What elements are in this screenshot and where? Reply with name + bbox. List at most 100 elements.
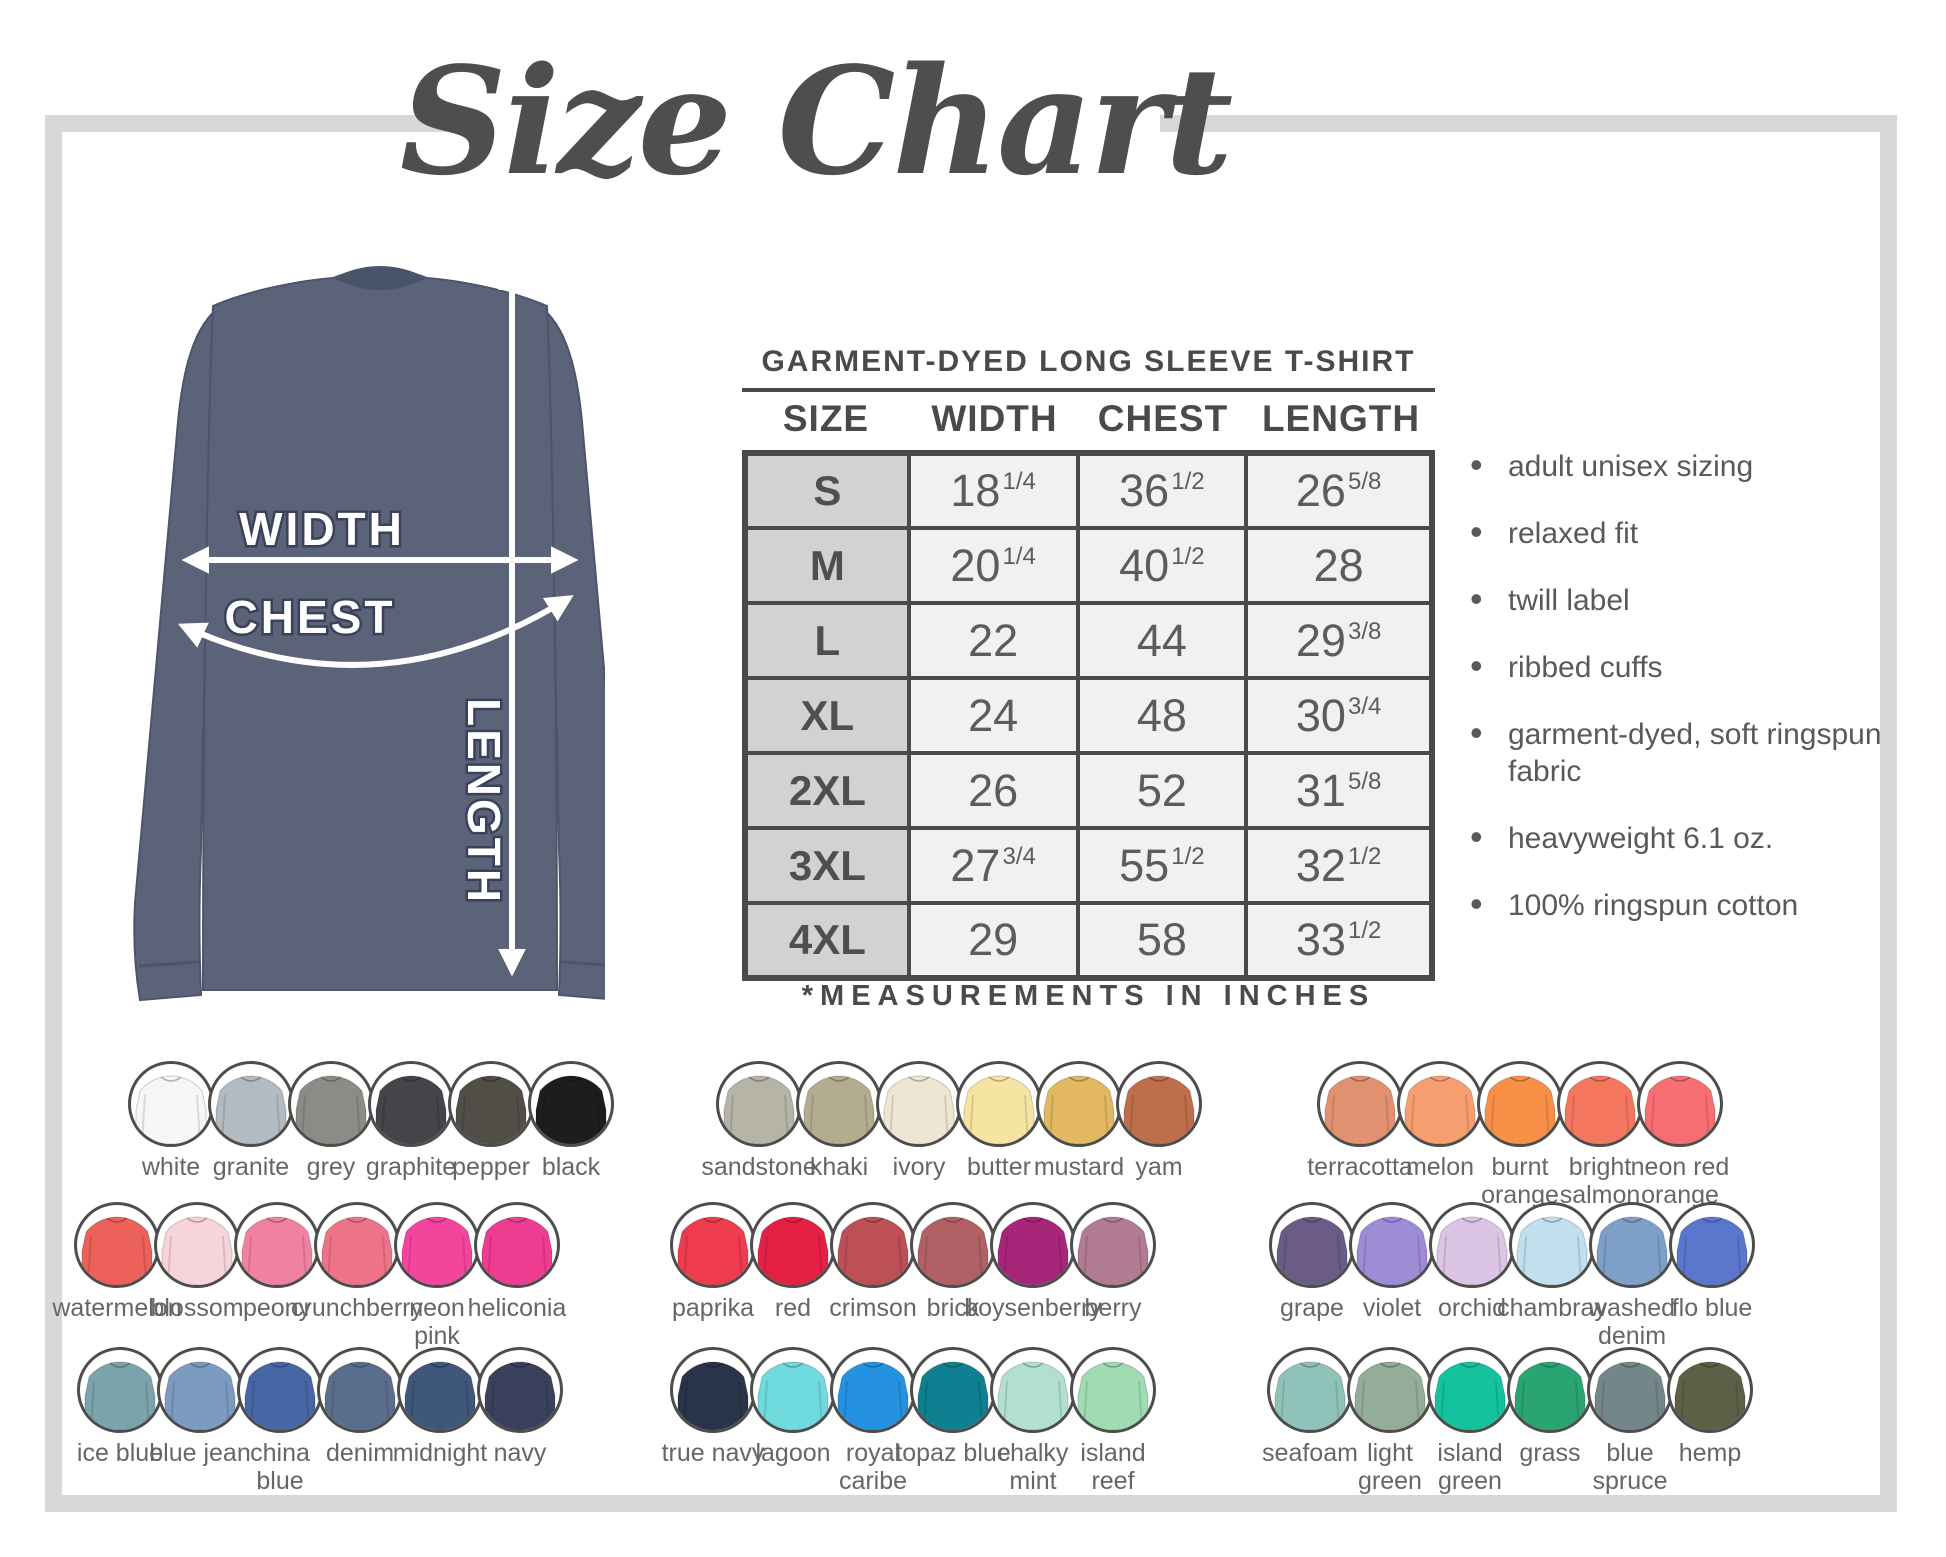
swatch-shirt-image bbox=[1036, 1061, 1122, 1147]
swatch-label: lagoon bbox=[755, 1439, 831, 1467]
page-title: Size Chart bbox=[399, 34, 1233, 208]
swatch-burnt-orange: burnt orange bbox=[1445, 1061, 1595, 1209]
length-value-cell: 303/4 bbox=[1244, 676, 1434, 755]
swatch-black: black bbox=[496, 1061, 646, 1181]
feature-item: heavyweight 6.1 oz. bbox=[1468, 818, 1896, 857]
swatch-label: butter bbox=[967, 1153, 1031, 1181]
swatch-shirt-image bbox=[288, 1061, 374, 1147]
swatch-label: flo blue bbox=[1671, 1294, 1753, 1322]
swatch-label: khaki bbox=[809, 1153, 869, 1181]
swatch-label: heliconia bbox=[467, 1294, 567, 1322]
swatch-label: neon pink bbox=[409, 1294, 465, 1350]
swatch-lagoon: lagoon bbox=[718, 1347, 868, 1467]
swatch-blue-spruce: blue spruce bbox=[1555, 1347, 1705, 1495]
feature-list: adult unisex sizing relaxed fit twill labe… bbox=[1468, 446, 1896, 954]
chest-value-cell: 551/2 bbox=[1075, 826, 1249, 905]
feature-item: ribbed cuffs bbox=[1468, 647, 1896, 686]
tshirt-right-sleeve bbox=[542, 307, 605, 1000]
chest-value-cell: 52 bbox=[1075, 751, 1249, 830]
swatch-shirt-image bbox=[128, 1061, 214, 1147]
swatch-shirt-image bbox=[317, 1347, 403, 1433]
swatch-label: blossom bbox=[150, 1294, 244, 1322]
swatch-yam: yam bbox=[1084, 1061, 1234, 1181]
swatch-label: red bbox=[774, 1294, 812, 1322]
fraction: 1/4 bbox=[1002, 542, 1036, 570]
swatch-shirt-image bbox=[1509, 1202, 1595, 1288]
swatch-shirt-image bbox=[1587, 1347, 1673, 1433]
swatch-shirt-image bbox=[1070, 1202, 1156, 1288]
swatch-label: seafoam bbox=[1262, 1439, 1358, 1467]
measurements-footnote: *MEASUREMENTS IN INCHES bbox=[801, 980, 1376, 1012]
swatch-label: boysenberry bbox=[964, 1294, 1102, 1322]
swatch-label: ice blue bbox=[76, 1439, 164, 1467]
swatch-label: white bbox=[141, 1153, 201, 1181]
feature-item: relaxed fit bbox=[1468, 513, 1896, 552]
column-header-size: SIZE bbox=[782, 398, 870, 439]
fraction: 5/8 bbox=[1347, 468, 1382, 495]
width-value-cell: 201/4 bbox=[906, 526, 1080, 605]
swatch-label: paprika bbox=[672, 1294, 754, 1322]
swatch-label: crunchberry bbox=[291, 1294, 423, 1322]
swatch-label: royal caribe bbox=[838, 1439, 908, 1495]
swatch-label: blue spruce bbox=[1592, 1439, 1668, 1495]
swatch-ivory: ivory bbox=[844, 1061, 994, 1181]
chest-value-cell: 48 bbox=[1075, 676, 1249, 755]
tshirt-collar bbox=[333, 266, 427, 290]
swatch-label: china blue bbox=[250, 1439, 310, 1495]
swatch-shirt-image bbox=[1070, 1347, 1156, 1433]
swatch-label: grass bbox=[1519, 1439, 1581, 1467]
swatch-bright-salmon: bright salmon bbox=[1525, 1061, 1675, 1209]
fraction: 3/4 bbox=[1347, 692, 1382, 720]
swatch-label: chambray bbox=[1497, 1294, 1607, 1322]
tshirt-left-sleeve bbox=[133, 307, 218, 1002]
swatch-shirt-image bbox=[237, 1347, 323, 1433]
swatch-neon-red-orange: neon red orange bbox=[1605, 1061, 1755, 1209]
swatch-shirt-image bbox=[528, 1061, 614, 1147]
feature-item: adult unisex sizing bbox=[1468, 446, 1896, 485]
swatch-blue-jean: blue jean bbox=[125, 1347, 275, 1467]
swatch-shirt-image bbox=[1667, 1347, 1753, 1433]
fraction: 5/8 bbox=[1347, 767, 1382, 795]
tshirt-cuff-seams bbox=[138, 960, 605, 968]
swatch-label: neon red orange bbox=[1630, 1153, 1730, 1209]
size-cell: 2XL bbox=[743, 751, 911, 830]
swatch-shirt-image bbox=[157, 1347, 243, 1433]
column-header-width: WIDTH bbox=[931, 398, 1058, 439]
swatch-blossom: blossom bbox=[122, 1202, 272, 1322]
swatch-neon-pink: neon pink bbox=[362, 1202, 512, 1350]
swatch-shirt-image bbox=[1637, 1061, 1723, 1147]
swatch-violet: violet bbox=[1317, 1202, 1467, 1322]
swatch-shirt-image bbox=[448, 1061, 534, 1147]
swatch-light-green: light green bbox=[1315, 1347, 1465, 1495]
swatch-shirt-image bbox=[910, 1347, 996, 1433]
swatch-pepper: pepper bbox=[416, 1061, 566, 1181]
length-value-cell: 293/8 bbox=[1244, 601, 1434, 680]
swatch-label: crimson bbox=[829, 1294, 917, 1322]
width-value-cell: 24 bbox=[906, 676, 1080, 755]
swatch-label: watermelon bbox=[52, 1294, 182, 1322]
swatch-midnight: midnight bbox=[365, 1347, 515, 1467]
size-row-2xl: 2XL 26 52 315/8 bbox=[743, 751, 1434, 830]
swatch-shirt-image bbox=[1397, 1061, 1483, 1147]
swatch-shirt-image bbox=[208, 1061, 294, 1147]
length-value-cell: 265/8 bbox=[1244, 451, 1434, 530]
swatch-granite: granite bbox=[176, 1061, 326, 1181]
feature-item: 100% ringspun cotton bbox=[1468, 885, 1896, 924]
swatch-shirt-image bbox=[830, 1347, 916, 1433]
swatch-royal-caribe: royal caribe bbox=[798, 1347, 948, 1495]
measurement-arrows: WIDTH CHEST LENGTH bbox=[177, 262, 579, 977]
swatch-label: grey bbox=[306, 1153, 356, 1181]
swatch-label: blue jean bbox=[149, 1439, 251, 1467]
fraction: 1/4 bbox=[1002, 468, 1036, 495]
title-container: Size Chart bbox=[400, 0, 1233, 242]
swatch-true-navy: true navy bbox=[638, 1347, 788, 1467]
swatch-label: chalky mint bbox=[997, 1439, 1069, 1495]
swatch-brick: brick bbox=[878, 1202, 1028, 1322]
fraction: 3/8 bbox=[1347, 617, 1382, 645]
swatch-chambray: chambray bbox=[1477, 1202, 1627, 1322]
chest-value-cell: 361/2 bbox=[1075, 451, 1249, 530]
swatch-label: terracotta bbox=[1307, 1153, 1413, 1181]
swatch-chalky-mint: chalky mint bbox=[958, 1347, 1108, 1495]
table-column-headers: SIZE WIDTH CHEST LENGTH bbox=[742, 398, 1435, 440]
